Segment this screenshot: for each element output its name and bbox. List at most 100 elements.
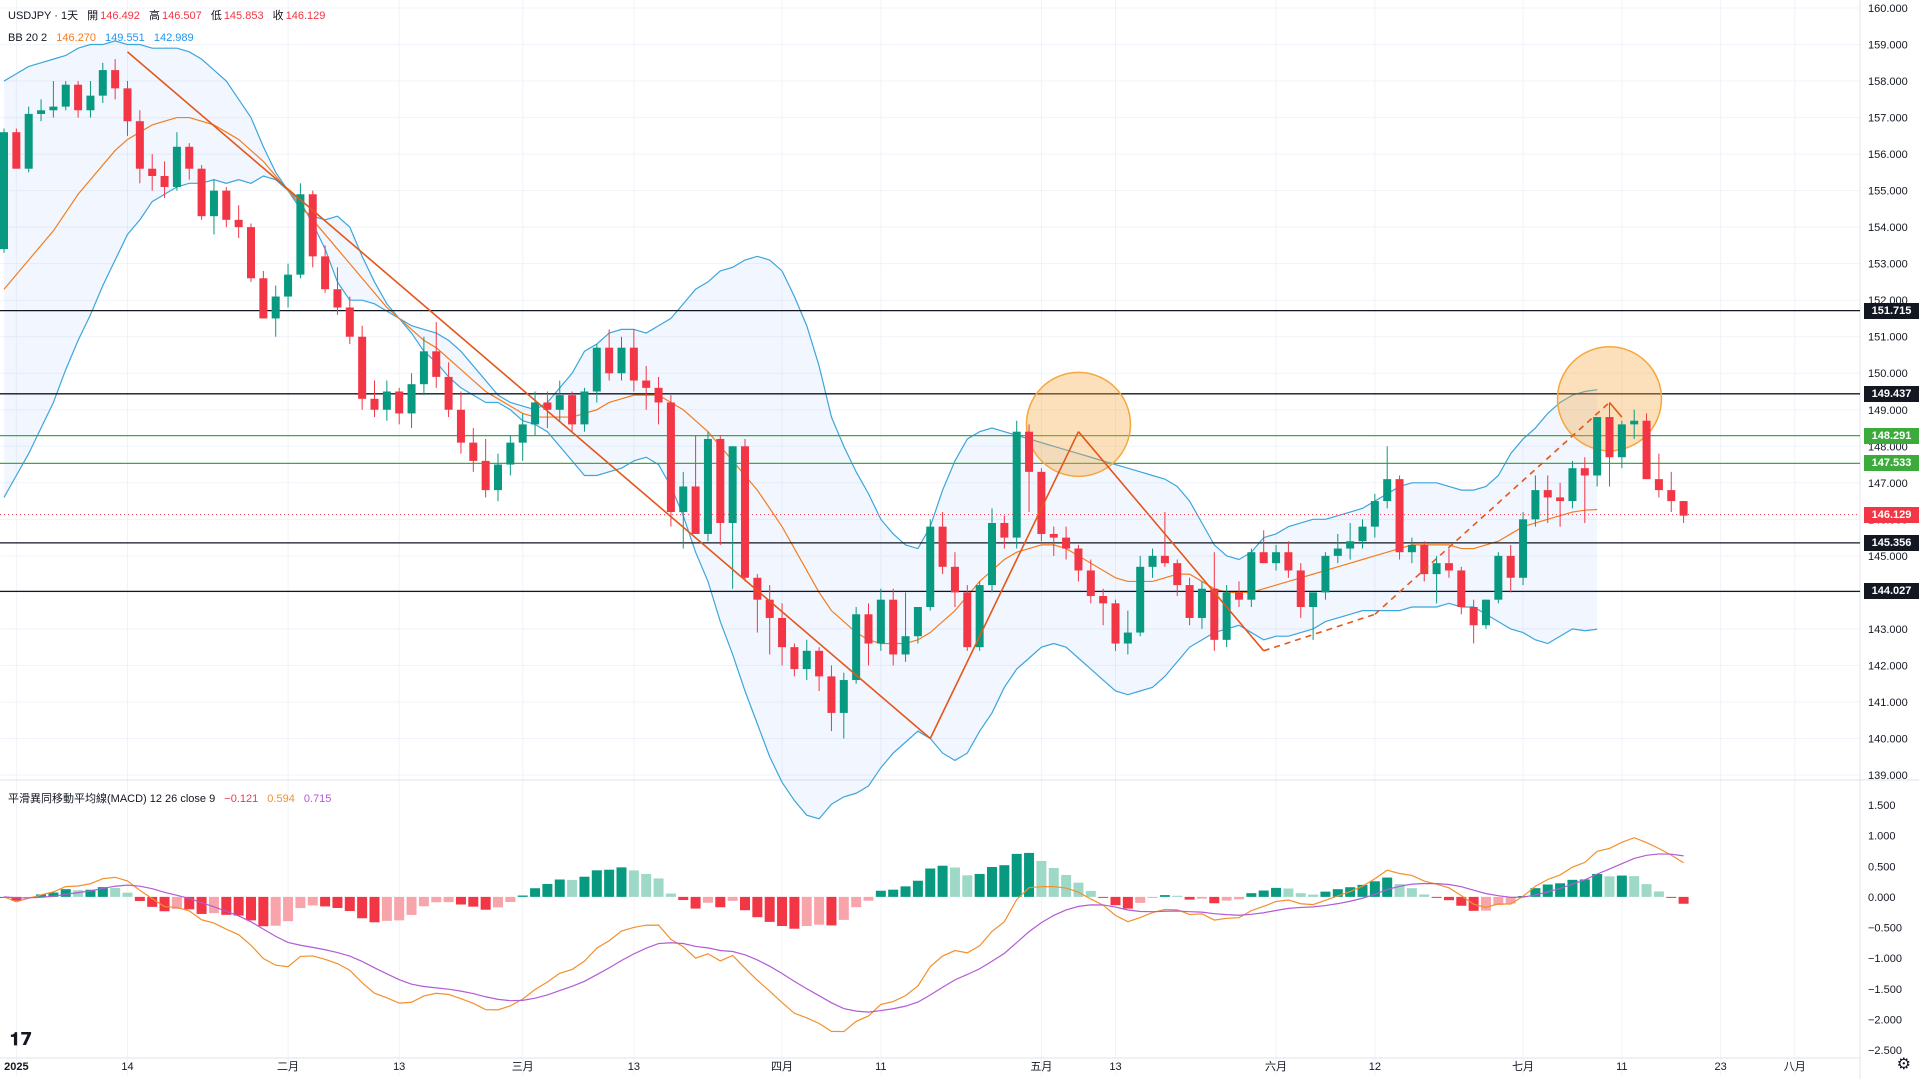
- price-axis-label: 160.000: [1868, 3, 1908, 15]
- time-axis-label: 三月: [512, 1061, 534, 1073]
- macd-signal-value: 0.715: [303, 793, 332, 805]
- macd-legend[interactable]: 平滑異同移動平均線(MACD) 12 26 close 9 −0.121 0.5…: [8, 790, 337, 806]
- macd-histogram-bar: [258, 896, 269, 927]
- candle-down: [765, 599, 774, 618]
- candle-up: [1568, 468, 1577, 502]
- macd-histogram-bar: [851, 896, 862, 908]
- price-axis-label: 149.000: [1868, 405, 1908, 417]
- candle-down: [333, 289, 342, 308]
- macd-axis-label: −1.000: [1868, 953, 1902, 965]
- macd-histogram-bar: [1666, 896, 1677, 898]
- macd-histogram-bar: [480, 896, 491, 910]
- time-axis-label: 14: [121, 1061, 133, 1073]
- gear-icon[interactable]: ⚙: [1896, 1054, 1911, 1073]
- macd-histogram-bar: [1629, 876, 1640, 897]
- macd-histogram-bar: [295, 896, 306, 909]
- candle-down: [395, 391, 404, 414]
- candle-up: [531, 402, 540, 425]
- price-axis-label: 158.000: [1868, 76, 1908, 88]
- tradingview-logo-icon[interactable]: 𝟏𝟳: [10, 1029, 33, 1050]
- macd-histogram-bar: [1394, 884, 1405, 897]
- macd-histogram-bar: [814, 896, 825, 925]
- macd-axis-label: 0.500: [1868, 861, 1896, 873]
- macd-histogram-bar: [727, 896, 738, 901]
- time-axis-label: 八月: [1784, 1061, 1806, 1073]
- macd-histogram-bar: [530, 888, 541, 897]
- price-axis-label: 145.000: [1868, 551, 1908, 563]
- time-axis-label: 12: [1369, 1061, 1381, 1073]
- candle-down: [12, 132, 21, 169]
- candle-down: [790, 647, 799, 670]
- macd-histogram-bar: [517, 895, 528, 897]
- candle-up: [1593, 417, 1602, 476]
- price-tag: 149.437: [1864, 385, 1919, 402]
- macd-histogram-bar: [1061, 874, 1072, 897]
- candle-down: [543, 402, 552, 410]
- macd-histogram-bar: [702, 896, 713, 903]
- macd-histogram-bar: [554, 879, 565, 897]
- candle-down: [1173, 563, 1182, 586]
- macd-hist-value: −0.121: [224, 793, 259, 805]
- candle-down: [1099, 596, 1108, 604]
- open-value: 146.492: [100, 10, 140, 22]
- price-axis-label: 140.000: [1868, 733, 1908, 745]
- macd-histogram-bar: [159, 896, 170, 912]
- time-axis-label: 23: [1715, 1061, 1727, 1073]
- macd-histogram-bar: [1406, 888, 1417, 897]
- macd-histogram-bar: [1419, 894, 1430, 897]
- macd-histogram-bar: [752, 896, 763, 918]
- bb-upper-value: 149.551: [105, 32, 145, 44]
- candle-down: [1037, 471, 1046, 534]
- candle-down: [259, 278, 268, 319]
- macd-histogram-bar: [1246, 893, 1257, 897]
- macd-histogram-bar: [826, 896, 837, 926]
- candle-up: [1407, 544, 1416, 553]
- macd-histogram-bar: [1641, 884, 1652, 897]
- macd-histogram-bar: [307, 896, 318, 906]
- macd-axis-label: 0.000: [1868, 892, 1896, 904]
- price-axis-label: 156.000: [1868, 149, 1908, 161]
- macd-histogram-bar: [789, 896, 800, 929]
- candle-down: [889, 599, 898, 655]
- candle-down: [247, 227, 255, 279]
- macd-histogram-bar: [1357, 884, 1368, 897]
- macd-histogram-bar: [221, 896, 232, 915]
- candle-down: [1642, 420, 1651, 480]
- macd-histogram-bar: [196, 896, 207, 914]
- price-axis-label: 147.000: [1868, 478, 1908, 490]
- macd-axis-label: −2.000: [1868, 1014, 1902, 1026]
- candle-up: [1383, 479, 1392, 502]
- candle-up: [172, 146, 181, 187]
- candle-down: [1679, 501, 1688, 516]
- macd-histogram-bar: [999, 865, 1010, 897]
- macd-histogram-bar: [208, 896, 219, 914]
- macd-histogram-bar: [1493, 896, 1504, 906]
- candle-down: [629, 347, 638, 381]
- candle-up: [0, 132, 8, 250]
- macd-histogram-bar: [1209, 896, 1220, 904]
- macd-histogram-bar: [1184, 896, 1195, 900]
- bb-legend[interactable]: BB 20 2 146.270 149.551 142.989: [8, 32, 200, 44]
- candle-up: [1309, 592, 1318, 607]
- macd-histogram-bar: [344, 896, 355, 912]
- low-value: 145.853: [223, 10, 264, 22]
- macd-histogram-bar: [1011, 853, 1022, 897]
- candle-down: [1210, 588, 1219, 640]
- candle-down: [123, 88, 132, 122]
- symbol-legend: USDJPY · 1天 開 146.492 高 146.507 低 145.853 收…: [8, 7, 331, 23]
- macd-histogram-bar: [233, 896, 244, 916]
- macd-histogram-bar: [591, 870, 602, 897]
- price-axis-label: 143.000: [1868, 624, 1908, 636]
- candle-up: [1432, 563, 1441, 575]
- time-axis-label: 二月: [277, 1061, 299, 1073]
- candle-down: [1025, 431, 1034, 472]
- macd-histogram-bar: [1456, 896, 1467, 906]
- macd-histogram-bar: [1369, 881, 1380, 897]
- candle-down: [432, 351, 441, 377]
- macd-histogram-bar: [1295, 893, 1306, 897]
- macd-histogram-bar: [1443, 896, 1454, 901]
- candle-down: [469, 442, 478, 461]
- candle-up: [555, 395, 564, 410]
- close-value: 146.129: [285, 10, 326, 22]
